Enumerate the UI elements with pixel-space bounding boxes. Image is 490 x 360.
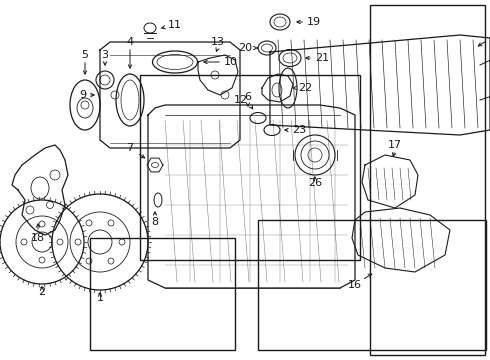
Text: 7: 7: [126, 143, 134, 153]
Text: 20: 20: [238, 43, 252, 53]
Text: 8: 8: [151, 217, 159, 227]
Text: 9: 9: [79, 90, 87, 100]
Text: 18: 18: [31, 233, 45, 243]
Text: 17: 17: [388, 140, 402, 150]
Text: 5: 5: [81, 50, 89, 60]
Bar: [140, 75, 360, 260]
Text: 21: 21: [315, 53, 329, 63]
Text: 11: 11: [168, 20, 182, 30]
Text: 10: 10: [224, 57, 238, 67]
Text: 16: 16: [348, 280, 362, 290]
Text: 19: 19: [307, 17, 321, 27]
Text: 3: 3: [101, 50, 108, 60]
Text: 13: 13: [211, 37, 225, 47]
Bar: [370, 5, 485, 355]
Text: 22: 22: [298, 83, 312, 93]
Text: 2: 2: [38, 287, 46, 297]
Text: 4: 4: [126, 37, 134, 47]
Text: 6: 6: [245, 92, 251, 102]
Bar: [258, 220, 486, 350]
Text: 1: 1: [97, 293, 103, 303]
Bar: [90, 238, 235, 350]
Text: 26: 26: [308, 178, 322, 188]
Text: 23: 23: [292, 125, 306, 135]
Text: 12: 12: [234, 95, 248, 105]
